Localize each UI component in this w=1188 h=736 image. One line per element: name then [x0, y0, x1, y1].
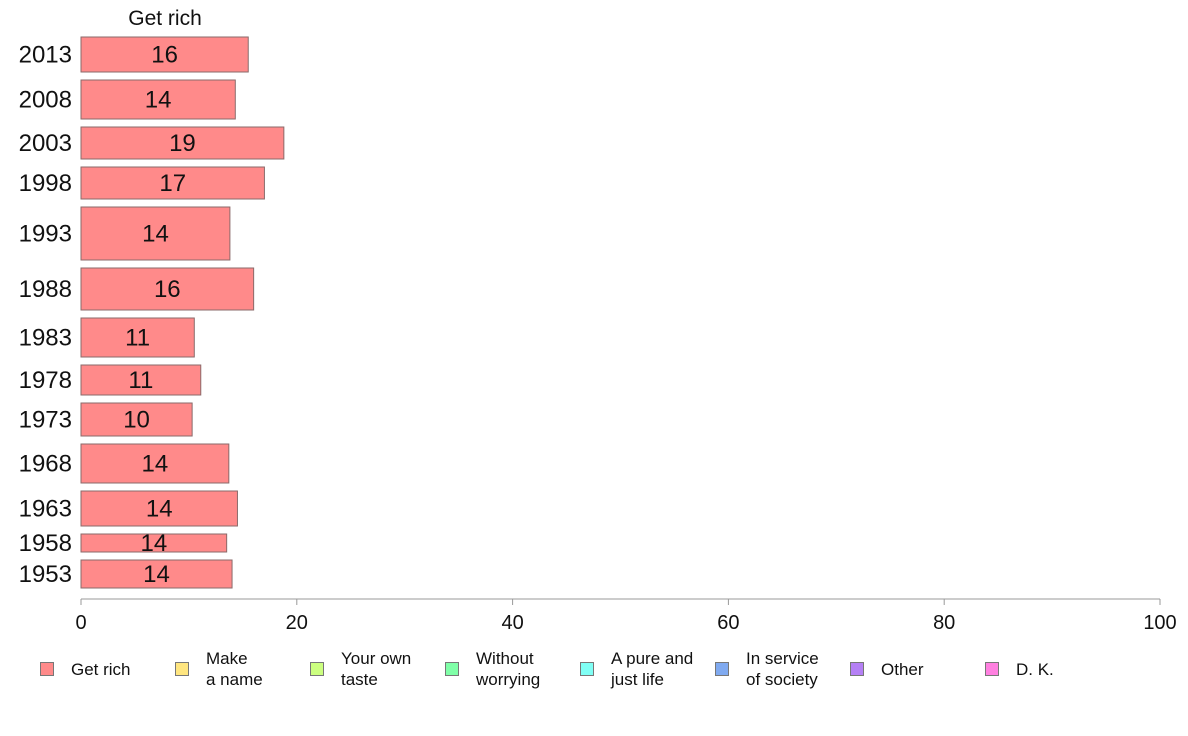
category-label-2003: 2003: [19, 130, 72, 157]
legend-item-a-pure-and-just-life: A pure and just life: [580, 648, 693, 690]
data-label-1993: 14: [142, 221, 169, 248]
bar-2008: [80, 79, 236, 120]
bar-1953: [80, 559, 233, 589]
category-label-1953: 1953: [19, 561, 72, 588]
data-label-2013: 16: [151, 42, 178, 69]
data-label-1978: 11: [128, 367, 153, 394]
bar-1958: [80, 533, 228, 553]
x-tick-label-0: 0: [75, 612, 86, 634]
data-label-1988: 16: [154, 276, 181, 303]
legend-swatch: [985, 662, 999, 676]
category-label-1988: 1988: [19, 276, 72, 303]
legend: Get rich Make a name Your own taste With…: [0, 648, 1188, 698]
legend-item-without-worrying: Without worrying: [445, 648, 540, 690]
data-label-1963: 14: [146, 496, 173, 523]
legend-swatch: [310, 662, 324, 676]
legend-swatch: [715, 662, 729, 676]
legend-item-other: Other: [850, 648, 924, 690]
category-label-1983: 1983: [19, 325, 72, 352]
legend-label: In service of society: [746, 649, 819, 689]
legend-label: Other: [881, 659, 924, 679]
x-tick-label-100: 100: [1143, 612, 1176, 634]
data-label-1973: 10: [123, 407, 150, 434]
category-label-2013: 2013: [19, 42, 72, 69]
legend-label: Get rich: [71, 659, 131, 679]
category-label-2008: 2008: [19, 87, 72, 114]
bar-1963: [80, 490, 238, 527]
x-tick-label-80: 80: [933, 612, 955, 634]
data-label-1958: 14: [140, 530, 167, 557]
legend-swatch: [850, 662, 864, 676]
data-label-1953: 14: [143, 561, 170, 588]
category-label-1963: 1963: [19, 496, 72, 523]
legend-label: Make a name: [206, 649, 263, 689]
category-label-1998: 1998: [19, 170, 72, 197]
x-tick-label-40: 40: [501, 612, 523, 634]
bar-1978: [80, 364, 202, 396]
legend-swatch: [580, 662, 594, 676]
bar-1973: [80, 402, 193, 437]
bar-1968: [80, 443, 230, 484]
category-label-1993: 1993: [19, 221, 72, 248]
legend-label: D. K.: [1016, 659, 1054, 679]
legend-item-your-own-taste: Your own taste: [310, 648, 411, 690]
legend-item-in-service-of-society: In service of society: [715, 648, 819, 690]
bar-1988: [80, 267, 255, 311]
data-label-1998: 17: [159, 170, 186, 197]
category-label-1958: 1958: [19, 530, 72, 557]
legend-label: Your own taste: [341, 649, 412, 689]
legend-item-d-k: D. K.: [985, 648, 1054, 690]
data-label-1968: 14: [142, 451, 169, 478]
x-tick-label-60: 60: [717, 612, 739, 634]
data-label-2003: 19: [169, 130, 196, 157]
x-tick-label-20: 20: [286, 612, 308, 634]
bar-2013: [80, 36, 249, 73]
bar-1993: [80, 206, 231, 261]
category-label-1968: 1968: [19, 451, 72, 478]
bar-2003: [80, 126, 285, 160]
data-label-1983: 11: [125, 325, 150, 352]
category-label-1973: 1973: [19, 407, 72, 434]
legend-swatch: [445, 662, 459, 676]
legend-swatch: [40, 662, 54, 676]
panel-title: Get rich: [128, 7, 202, 30]
category-label-1978: 1978: [19, 367, 72, 394]
bar-1983: [80, 317, 195, 358]
legend-item-get-rich: Get rich: [40, 648, 131, 690]
legend-item-make-a-name: Make a name: [175, 648, 263, 690]
bar-1998: [80, 166, 265, 200]
legend-label: Without worrying: [476, 649, 541, 689]
data-label-2008: 14: [145, 87, 172, 114]
legend-swatch: [175, 662, 189, 676]
legend-label: A pure and just life: [611, 649, 694, 689]
